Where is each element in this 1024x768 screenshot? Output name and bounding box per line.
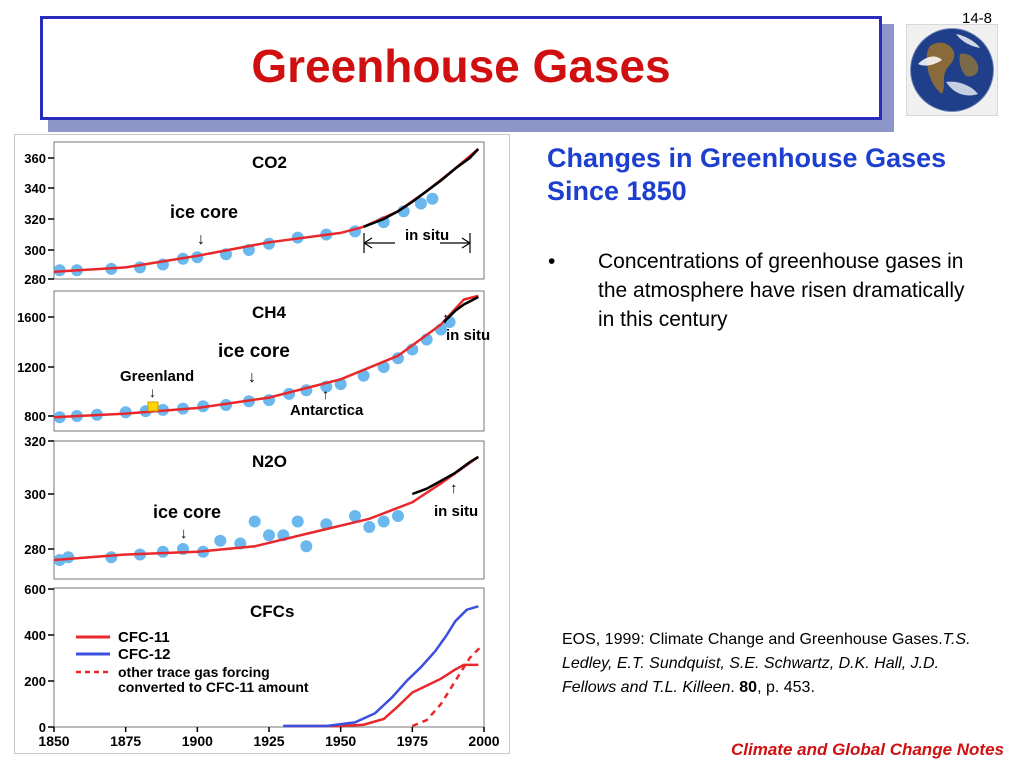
citation-pages: , p. 453.	[757, 679, 815, 696]
ch4-in-situ-label: in situ	[446, 327, 490, 344]
co2-in-situ-label: in situ	[405, 227, 449, 244]
fit-line	[53, 294, 479, 419]
x-tick-label: 1925	[253, 733, 284, 749]
data-point	[156, 545, 169, 558]
legend-label-cfc12: CFC-12	[118, 646, 171, 663]
co2-in-situ-bracket	[363, 233, 471, 253]
data-point	[105, 551, 118, 564]
y-tick-label: 300	[24, 487, 46, 502]
x-tick-label: 2000	[468, 733, 499, 749]
x-tick-label: 1850	[38, 733, 69, 749]
y-tick-label: 360	[24, 151, 46, 166]
data-point	[349, 510, 361, 522]
ch4-in-situ-arrow: ↑	[442, 310, 450, 327]
y-tick-label: 340	[24, 181, 46, 196]
data-point	[392, 510, 404, 522]
fit-line	[53, 455, 480, 562]
y-tick-label: 1600	[17, 310, 46, 325]
data-point	[377, 515, 390, 528]
citation-authors: T.S. Ledley, E.T. Sundquist, S.E. Schwar…	[562, 631, 971, 696]
y-tick-label: 300	[24, 243, 46, 258]
co2-title: CO2	[252, 153, 287, 172]
ch4-antarctica-label: Antarctica	[290, 402, 364, 419]
data-point	[392, 352, 404, 365]
plot-area-0	[53, 141, 485, 280]
n2o-in-situ-arrow: ↑	[450, 480, 458, 497]
greenland-marker	[147, 401, 159, 412]
x-tick-label: 1875	[110, 733, 141, 749]
citation-part1: EOS, 1999: Climate Change and Greenhouse…	[562, 631, 943, 648]
co2-ice-core-label: ice core	[170, 202, 238, 222]
y-tick-label: 800	[24, 409, 46, 424]
data-point	[214, 534, 227, 547]
n2o-ice-core-label: ice core	[153, 502, 221, 522]
ch4-antarctica-arrow: ↑	[322, 386, 329, 402]
y-tick-label: 600	[24, 582, 46, 597]
y-tick-label: 320	[24, 212, 46, 227]
y-tick-label: 320	[24, 434, 46, 449]
data-point	[263, 529, 275, 542]
legend-label-cfc11: CFC-11	[118, 629, 170, 646]
source-citation: EOS, 1999: Climate Change and Greenhouse…	[562, 628, 982, 700]
data-point	[426, 192, 439, 205]
n2o-ice-core-arrow: ↓	[180, 525, 188, 542]
data-point	[363, 521, 376, 533]
legend-label-other: other trace gas forcing	[118, 664, 270, 680]
other-gas-line	[411, 645, 482, 728]
plot-area-3	[53, 587, 485, 728]
y-tick-label: 280	[24, 542, 46, 557]
y-tick-label: 1200	[17, 360, 46, 375]
bullet-marker: •	[548, 250, 556, 273]
data-point	[62, 551, 75, 564]
in-situ-line	[411, 455, 479, 496]
n2o-in-situ-label: in situ	[434, 503, 478, 520]
y-tick-label: 200	[24, 674, 46, 689]
data-point	[414, 197, 427, 210]
earth-globe-icon	[906, 24, 998, 116]
x-tick-label: 1950	[325, 733, 356, 749]
co2-ice-core-arrow: ↓	[197, 231, 205, 248]
section-heading: Changes in Greenhouse Gases Since 1850	[547, 143, 947, 206]
in-situ-line	[363, 148, 480, 228]
citation-sep: .	[730, 679, 740, 696]
title-box: Greenhouse Gases	[40, 16, 882, 120]
figure-frame	[14, 134, 510, 754]
ch4-title: CH4	[252, 303, 287, 322]
y-tick-label: 280	[24, 272, 46, 287]
plot-area-2	[53, 440, 485, 580]
x-tick-label: 1900	[182, 733, 213, 749]
ch4-greenland-label: Greenland	[120, 368, 194, 385]
citation-volume: 80	[739, 679, 758, 696]
data-point	[248, 515, 261, 528]
y-tick-label: 0	[39, 720, 46, 735]
data-point	[300, 540, 313, 553]
y-tick-label: 400	[24, 628, 46, 643]
footer-note: Climate and Global Change Notes	[731, 740, 1004, 759]
bullet-text: Concentrations of greenhouse gases in th…	[598, 250, 965, 331]
in-situ-line	[443, 295, 479, 323]
ch4-greenland-arrow: ↓	[149, 384, 156, 400]
data-point	[357, 369, 370, 382]
slide-title: Greenhouse Gases	[251, 40, 671, 92]
data-point	[119, 406, 132, 419]
data-point	[291, 515, 304, 528]
cfc12-line	[283, 605, 479, 728]
ch4-ice-core-label: ice core	[218, 341, 290, 362]
legend-label-other-2: converted to CFC-11 amount	[118, 679, 309, 695]
cfc-title: CFCs	[250, 602, 294, 621]
n2o-title: N2O	[252, 452, 287, 471]
ch4-ice-core-arrow: ↓	[248, 369, 256, 386]
cfc11-line	[283, 663, 479, 728]
slide-number: 14-8	[962, 10, 993, 27]
x-tick-label: 1975	[397, 733, 428, 749]
